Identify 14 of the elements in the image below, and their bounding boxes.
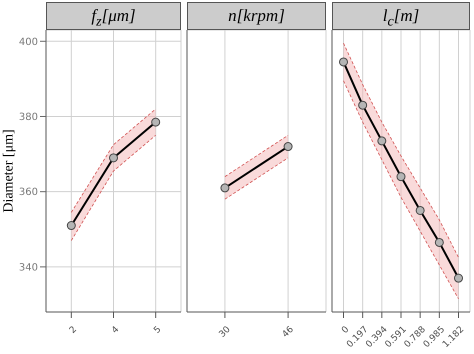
y-tick-label: 360 bbox=[18, 187, 38, 198]
x-tick-label: 5 bbox=[152, 324, 164, 336]
x-tick-label: 0 bbox=[340, 324, 352, 336]
y-axis-title: Diameter [μm] bbox=[2, 129, 16, 213]
x-tick-label: 4 bbox=[110, 324, 122, 336]
y-tick-label: 340 bbox=[18, 262, 38, 274]
chart-title: n[krpm] bbox=[187, 2, 326, 30]
x-tick-label: 30 bbox=[218, 324, 233, 340]
y-tick-label: 400 bbox=[18, 36, 38, 48]
chart-title: l$_{c}$[m] bbox=[332, 2, 470, 30]
x-tick-label: 2 bbox=[68, 324, 80, 336]
x-tick-label: 46 bbox=[280, 324, 296, 340]
y-tick-label: 380 bbox=[18, 112, 38, 124]
chart-title: f$_{z}$[μm] bbox=[46, 2, 181, 30]
